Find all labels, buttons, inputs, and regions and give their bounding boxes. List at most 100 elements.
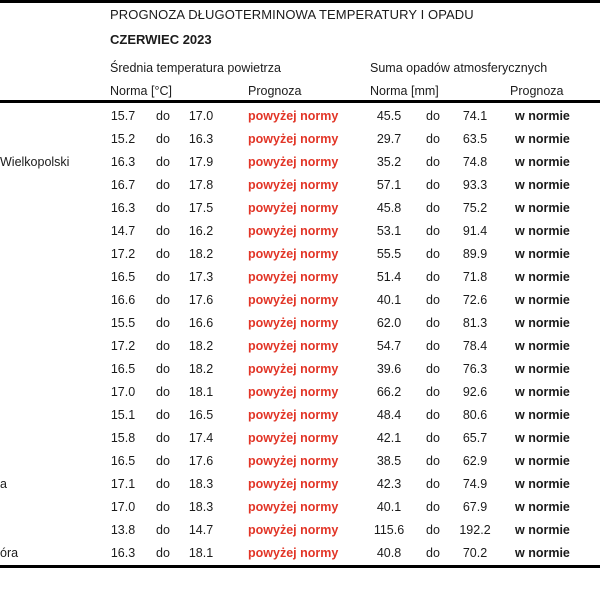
precip-forecast-value: w normie: [515, 292, 570, 307]
city-name-fragment: óra: [0, 546, 19, 561]
table-row: a 17.1 do 18.3 powyżej normy 42.3 do 74.…: [0, 473, 600, 496]
temp-norm-max: 17.6: [188, 454, 214, 469]
temp-norm-min: 16.3: [110, 546, 136, 561]
precip-forecast-value: w normie: [515, 500, 570, 515]
range-separator-label: do: [156, 385, 170, 400]
precip-norm-max: 74.9: [462, 477, 488, 492]
bottom-rule: [0, 565, 600, 568]
precip-forecast-value: w normie: [515, 108, 570, 123]
range-separator-label: do: [156, 131, 170, 146]
temp-norm-max: 18.1: [188, 546, 214, 561]
temp-forecast-value: powyżej normy: [248, 500, 339, 515]
column-header-precip-forecast: Prognoza: [510, 84, 564, 98]
table-row: 16.5 do 17.3 powyżej normy 51.4 do 71.8 …: [0, 265, 600, 288]
precip-norm-max: 71.8: [462, 269, 488, 284]
precip-forecast-value: w normie: [515, 362, 570, 377]
precip-forecast-value: w normie: [515, 408, 570, 423]
temp-norm-min: 15.5: [110, 315, 136, 330]
table-row: 14.7 do 16.2 powyżej normy 53.1 do 91.4 …: [0, 219, 600, 242]
temp-forecast-value: powyżej normy: [248, 154, 339, 169]
temp-norm-max: 18.1: [188, 385, 214, 400]
temp-norm-max: 17.0: [188, 108, 214, 123]
range-separator-label: do: [156, 269, 170, 284]
range-separator-label: do: [426, 315, 440, 330]
group-header-precipitation: Suma opadów atmosferycznych: [370, 61, 548, 75]
temp-norm-min: 17.2: [110, 338, 136, 353]
precip-norm-min: 42.1: [376, 431, 402, 446]
precip-forecast-value: w normie: [515, 338, 570, 353]
precip-norm-max: 81.3: [462, 315, 488, 330]
range-separator-label: do: [426, 154, 440, 169]
temp-norm-max: 18.2: [188, 338, 214, 353]
precip-norm-max: 92.6: [462, 385, 488, 400]
column-header-temp-forecast: Prognoza: [248, 84, 302, 98]
table-row: 16.3 do 17.5 powyżej normy 45.8 do 75.2 …: [0, 196, 600, 219]
temp-norm-max: 18.3: [188, 477, 214, 492]
column-header-precip-norm: Norma [mm]: [370, 84, 439, 98]
precip-norm-max: 78.4: [462, 338, 488, 353]
table-row: 16.5 do 17.6 powyżej normy 38.5 do 62.9 …: [0, 450, 600, 473]
table-row: Wielkopolski 16.3 do 17.9 powyżej normy …: [0, 150, 600, 173]
temp-forecast-value: powyżej normy: [248, 454, 339, 469]
temp-norm-max: 18.2: [188, 246, 214, 261]
table-row: 17.2 do 18.2 powyżej normy 54.7 do 78.4 …: [0, 334, 600, 357]
temp-norm-min: 16.6: [110, 292, 136, 307]
range-separator-label: do: [426, 269, 440, 284]
temp-norm-max: 17.4: [188, 431, 214, 446]
precip-forecast-value: w normie: [515, 246, 570, 261]
range-separator-label: do: [426, 546, 440, 561]
precip-norm-max: 74.8: [462, 154, 488, 169]
range-separator-label: do: [426, 246, 440, 261]
precip-norm-max: 89.9: [462, 246, 488, 261]
temp-norm-max: 14.7: [188, 523, 214, 538]
temp-norm-max: 16.6: [188, 315, 214, 330]
precip-norm-min: 54.7: [376, 338, 402, 353]
table-row: 15.1 do 16.5 powyżej normy 48.4 do 80.6 …: [0, 404, 600, 427]
table-row: 15.7 do 17.0 powyżej normy 45.5 do 74.1 …: [0, 104, 600, 127]
temp-norm-max: 16.3: [188, 131, 214, 146]
precip-norm-min: 35.2: [376, 154, 402, 169]
temp-norm-min: 14.7: [110, 223, 136, 238]
range-separator-label: do: [156, 154, 170, 169]
temp-forecast-value: powyżej normy: [248, 246, 339, 261]
temp-forecast-value: powyżej normy: [248, 108, 339, 123]
temp-norm-min: 16.5: [110, 269, 136, 284]
precip-norm-min: 53.1: [376, 223, 402, 238]
temp-norm-max: 16.2: [188, 223, 214, 238]
precip-norm-min: 66.2: [376, 385, 402, 400]
temp-forecast-value: powyżej normy: [248, 177, 339, 192]
group-header-temperature: Średnia temperatura powietrza: [110, 61, 281, 75]
range-separator-label: do: [426, 223, 440, 238]
range-separator-label: do: [156, 108, 170, 123]
range-separator-label: do: [156, 477, 170, 492]
range-separator-label: do: [426, 523, 440, 538]
range-separator-label: do: [156, 315, 170, 330]
range-separator-label: do: [426, 385, 440, 400]
precip-norm-min: 45.5: [376, 108, 402, 123]
precip-norm-min: 29.7: [376, 131, 402, 146]
precip-norm-max: 91.4: [462, 223, 488, 238]
precip-forecast-value: w normie: [515, 131, 570, 146]
range-separator-label: do: [426, 131, 440, 146]
temp-forecast-value: powyżej normy: [248, 223, 339, 238]
precip-norm-max: 72.6: [462, 292, 488, 307]
temp-forecast-value: powyżej normy: [248, 338, 339, 353]
precip-norm-min: 40.8: [376, 546, 402, 561]
range-separator-label: do: [156, 546, 170, 561]
temp-norm-max: 17.6: [188, 292, 214, 307]
column-header-temp-norm: Norma [°C]: [110, 84, 172, 98]
temp-forecast-value: powyżej normy: [248, 315, 339, 330]
temp-forecast-value: powyżej normy: [248, 408, 339, 423]
city-name-fragment: a: [0, 477, 7, 492]
precip-forecast-value: w normie: [515, 385, 570, 400]
range-separator-label: do: [156, 408, 170, 423]
range-separator-label: do: [156, 246, 170, 261]
temp-forecast-value: powyżej normy: [248, 546, 339, 561]
range-separator-label: do: [156, 431, 170, 446]
range-separator-label: do: [156, 338, 170, 353]
range-separator-label: do: [156, 362, 170, 377]
precip-norm-min: 40.1: [376, 292, 402, 307]
precip-norm-max: 192.2: [459, 523, 491, 538]
table-row: óra 16.3 do 18.1 powyżej normy 40.8 do 7…: [0, 542, 600, 565]
precip-forecast-value: w normie: [515, 477, 570, 492]
